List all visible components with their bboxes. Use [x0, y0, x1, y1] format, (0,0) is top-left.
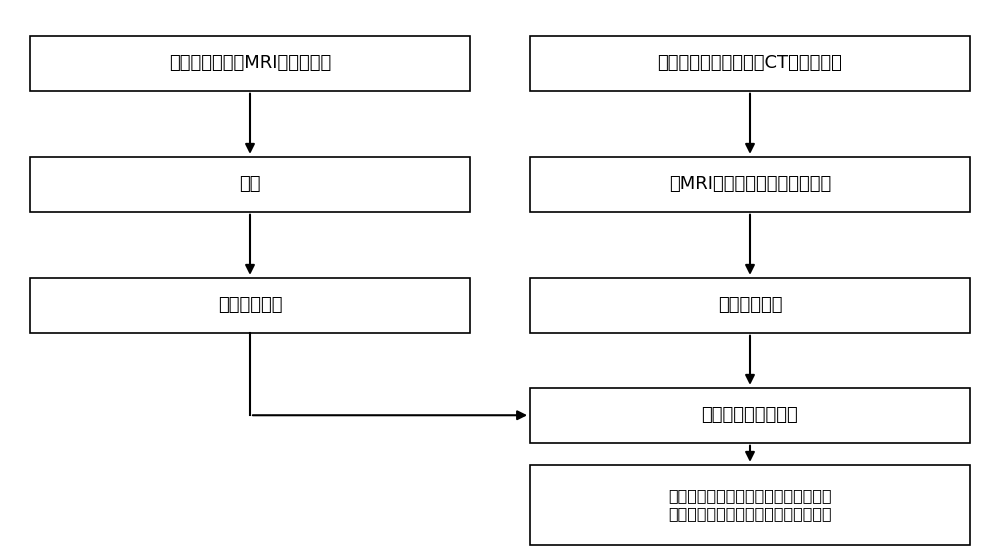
- FancyBboxPatch shape: [30, 36, 470, 91]
- FancyBboxPatch shape: [30, 157, 470, 212]
- FancyBboxPatch shape: [530, 388, 970, 443]
- Text: 生成掩模图像: 生成掩模图像: [218, 296, 282, 314]
- Text: 根据术前的埋设电极信息对待筛选电极
信号图像筛选正确的的电极图像并编号: 根据术前的埋设电极信息对待筛选电极 信号图像筛选正确的的电极图像并编号: [668, 488, 832, 521]
- FancyBboxPatch shape: [530, 278, 970, 333]
- Text: 采集被试植入电极后的CT三维脑影像: 采集被试植入电极后的CT三维脑影像: [658, 54, 842, 72]
- Text: 分割: 分割: [239, 175, 261, 193]
- Text: 三维卷积运算: 三维卷积运算: [718, 296, 782, 314]
- FancyBboxPatch shape: [30, 278, 470, 333]
- Text: 采集被试术前的MRI三维脑影像: 采集被试术前的MRI三维脑影像: [169, 54, 331, 72]
- Text: 与MRI脑影像在空间上进行配准: 与MRI脑影像在空间上进行配准: [669, 175, 831, 193]
- Text: 待筛选电极信号图像: 待筛选电极信号图像: [702, 406, 798, 424]
- FancyBboxPatch shape: [530, 157, 970, 212]
- FancyBboxPatch shape: [530, 465, 970, 544]
- FancyBboxPatch shape: [530, 36, 970, 91]
